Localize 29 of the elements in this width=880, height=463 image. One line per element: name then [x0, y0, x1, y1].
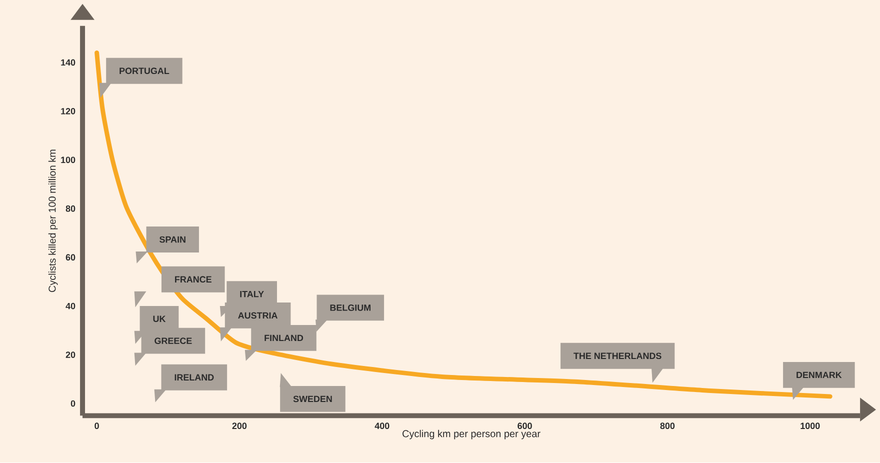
- x-tick-label: 400: [374, 422, 390, 430]
- annotation: DENMARK: [796, 372, 842, 378]
- annotation: IRELAND: [174, 374, 214, 381]
- annotation: BELGIUM: [330, 304, 370, 312]
- y-tick-label: 60: [66, 254, 76, 261]
- y-tick-label: 0: [70, 400, 76, 407]
- y-tick-label: 140: [61, 60, 76, 66]
- x-tick-label: 0: [94, 422, 99, 430]
- x-tick-label: 600: [518, 422, 532, 430]
- x-tick-label: 1000: [800, 422, 820, 430]
- annotation: FINLAND: [264, 335, 304, 342]
- annotation: SPAIN: [160, 236, 186, 243]
- x-tick-label: 200: [232, 422, 247, 430]
- y-tick-label: 120: [61, 108, 76, 115]
- y-tick-label: 20: [66, 352, 76, 358]
- x-tick-label: 800: [660, 422, 675, 430]
- annotation: ITALY: [240, 291, 264, 298]
- y-tick-label: 100: [61, 156, 76, 164]
- annotation: THE NETHERLANDS: [574, 352, 662, 360]
- annotation: AUSTRIA: [238, 312, 278, 319]
- annotation: SWEDEN: [293, 396, 332, 402]
- annotation: PORTUGAL: [120, 68, 170, 74]
- y-axis-title: Cyclists killed per 100 million km: [48, 150, 58, 292]
- annotation: UK: [153, 316, 166, 322]
- x-axis-title: Cycling km per person per year: [402, 430, 540, 440]
- y-tick-label: 40: [66, 303, 76, 310]
- annotation: FRANCE: [175, 276, 212, 283]
- annotation: GREECE: [154, 338, 192, 344]
- y-tick-label: 80: [66, 206, 76, 212]
